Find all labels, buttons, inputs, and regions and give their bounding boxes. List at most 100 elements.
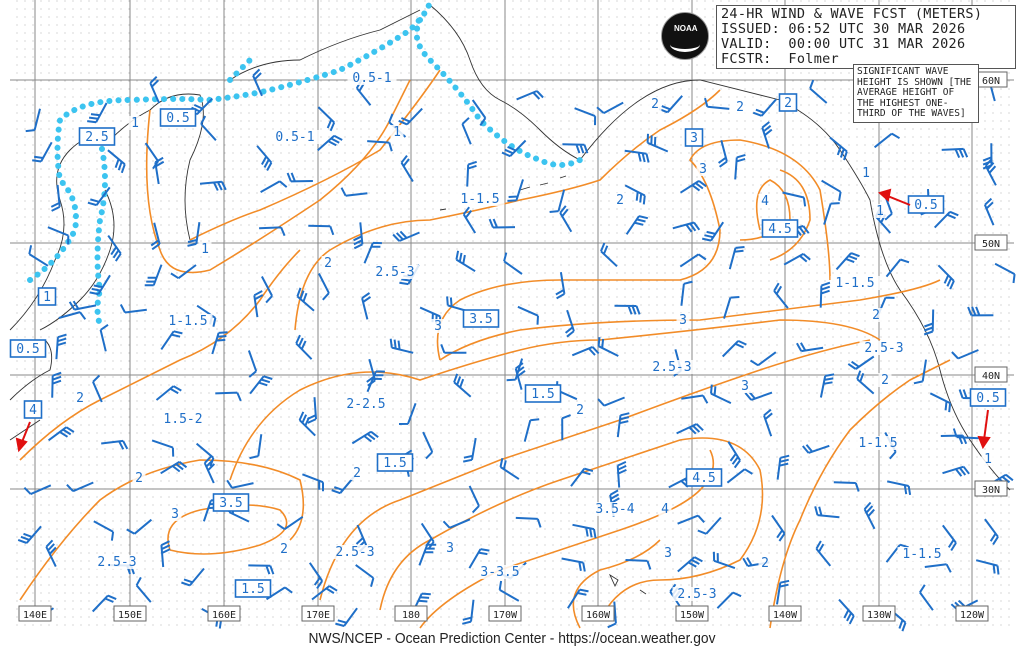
header-title: 24-HR WIND & WAVE FCST (METERS) xyxy=(721,6,983,22)
wind-barb xyxy=(468,548,490,569)
wave-max-box xyxy=(684,128,704,147)
wind-barb xyxy=(93,520,115,541)
longitude-label: 160E xyxy=(212,610,236,621)
wave-max-box xyxy=(9,339,47,358)
wind-barb xyxy=(517,305,539,325)
wind-barb xyxy=(863,501,876,530)
wind-barb xyxy=(718,140,728,168)
wind-barb xyxy=(516,90,544,101)
wind-barb xyxy=(302,473,324,492)
longitude-label-box xyxy=(394,605,428,622)
wind-barb xyxy=(340,187,368,197)
wind-barb xyxy=(885,258,910,278)
wind-barb xyxy=(873,132,901,149)
wind-barb xyxy=(994,262,1016,284)
wave-height-label: 2 xyxy=(881,373,889,388)
wind-barb xyxy=(951,349,979,360)
wind-barbs xyxy=(17,68,1016,632)
wave-max-label: 4.5 xyxy=(692,471,715,486)
wind-barb xyxy=(389,338,414,354)
wind-barb xyxy=(819,281,831,308)
wind-barb xyxy=(17,525,42,544)
wind-barb xyxy=(783,253,811,266)
wave-max-label: 0.5 xyxy=(16,342,39,357)
wind-barb xyxy=(249,434,263,460)
wind-barb xyxy=(616,412,630,438)
wave-height-label: 1 xyxy=(876,204,884,219)
wind-barb xyxy=(559,205,573,233)
wind-barb xyxy=(829,136,848,161)
wind-barb xyxy=(48,426,75,442)
wind-barb xyxy=(392,230,420,242)
wave-height-label: 1-1.5 xyxy=(858,436,897,451)
wave-height-label: 2 xyxy=(280,542,288,557)
wind-barb xyxy=(355,564,375,587)
wind-barb xyxy=(468,485,480,514)
wind-barb xyxy=(455,250,476,273)
wind-barb xyxy=(625,559,652,570)
wind-barb xyxy=(561,557,586,572)
wave-height-label: 1.5-2 xyxy=(163,412,202,427)
wave-height-label: 3 xyxy=(434,319,442,334)
wave-height-label: 2 xyxy=(76,391,84,406)
wind-barb xyxy=(716,591,742,609)
wind-barb xyxy=(677,556,703,573)
header-valid: VALID: 00:00 UTC 31 MAR 2026 xyxy=(721,36,966,52)
wind-barb xyxy=(624,184,646,205)
wind-barb xyxy=(260,180,288,193)
wind-barb xyxy=(815,540,832,567)
wind-barb xyxy=(676,423,704,435)
longitude-label: 140W xyxy=(773,610,798,621)
wind-barb xyxy=(501,139,527,158)
wind-barb xyxy=(150,222,161,251)
wave-max-box xyxy=(23,400,43,419)
wind-barb xyxy=(984,158,997,186)
wave-height-label: 2.5-3 xyxy=(335,545,374,560)
wind-barb xyxy=(295,334,313,360)
wind-barb xyxy=(929,392,952,413)
wind-barb xyxy=(211,331,228,355)
wind-barb xyxy=(680,280,693,306)
wind-barb xyxy=(296,287,315,312)
wind-barb xyxy=(466,160,478,187)
wind-barb xyxy=(950,599,979,612)
wind-barb xyxy=(160,540,171,568)
wind-barb xyxy=(967,306,994,317)
wind-barb xyxy=(614,304,641,315)
wave-height-label: 1 xyxy=(393,125,401,140)
wind-barb xyxy=(624,149,650,163)
wind-barb xyxy=(181,567,205,587)
wind-barb xyxy=(984,518,999,545)
wind-barb xyxy=(50,184,61,212)
wind-barb xyxy=(32,141,53,163)
wind-barb xyxy=(523,418,540,442)
wind-barb xyxy=(92,374,103,403)
wave-height-label: 1-1.5 xyxy=(168,314,207,329)
wind-barb xyxy=(572,523,597,539)
wave-max-box xyxy=(376,453,414,472)
wind-barb xyxy=(975,559,1000,575)
wind-barb xyxy=(515,516,542,528)
wave-height-contours xyxy=(19,69,951,629)
longitude-label: 170E xyxy=(306,610,330,621)
wave-max-box xyxy=(685,468,723,487)
wind-barb xyxy=(335,607,358,627)
wind-barb xyxy=(107,235,122,262)
wave-height-label: 0.5-1 xyxy=(275,130,314,145)
wind-barb xyxy=(361,292,372,320)
wind-barb xyxy=(462,206,477,234)
wind-barb xyxy=(549,189,566,213)
wind-barb xyxy=(574,107,597,126)
wave-max-label: 0.5 xyxy=(976,391,999,406)
wind-barb xyxy=(728,246,745,270)
wind-barb xyxy=(942,524,957,552)
wind-barb xyxy=(923,309,935,336)
wind-barb xyxy=(763,408,773,437)
forecast-header: 24-HR WIND & WAVE FCST (METERS) ISSUED: … xyxy=(716,5,1016,69)
wind-barb xyxy=(461,117,472,145)
wind-barb xyxy=(600,242,618,268)
wind-barb xyxy=(773,282,789,309)
longitude-label-box xyxy=(955,605,989,622)
wind-barb xyxy=(607,601,617,629)
longitude-label-box xyxy=(301,605,335,622)
